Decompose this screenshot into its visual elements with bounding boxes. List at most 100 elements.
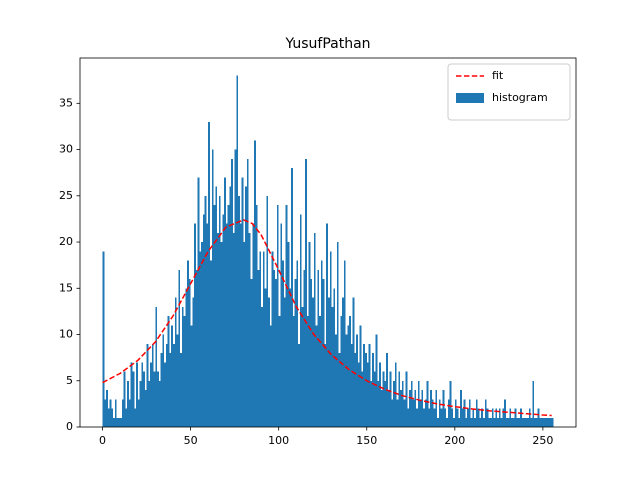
histogram-bar — [393, 380, 395, 427]
histogram-bar — [347, 325, 350, 427]
histogram-bar — [202, 214, 205, 427]
histogram-bar — [264, 288, 267, 427]
histogram-bar — [433, 408, 436, 427]
histogram-bar — [335, 334, 337, 427]
histogram-bar — [185, 288, 188, 427]
histogram-bar — [491, 408, 494, 427]
histogram-bar — [405, 371, 408, 427]
histogram-bar — [377, 380, 380, 427]
histogram-bar — [222, 214, 225, 427]
histogram-bar — [391, 399, 394, 427]
histogram-bar — [104, 399, 107, 427]
histogram-bar — [111, 408, 114, 427]
histogram-bar — [509, 408, 512, 427]
histogram-bar — [366, 362, 369, 427]
histogram-bar — [528, 408, 531, 427]
histogram-bar — [424, 399, 427, 427]
histogram-bar — [380, 390, 383, 427]
histogram-bar — [269, 325, 272, 427]
histogram-bar — [514, 408, 517, 427]
histogram-bar — [299, 214, 302, 427]
histogram-bar — [357, 362, 360, 427]
histogram-bar — [349, 316, 351, 427]
histogram-bar — [454, 399, 457, 427]
histogram-bar — [315, 325, 318, 427]
histogram-bar — [151, 343, 154, 427]
histogram-bar — [254, 140, 256, 427]
histogram-bar — [213, 205, 216, 427]
x-tick-label: 100 — [268, 434, 289, 447]
histogram-bar — [446, 417, 448, 427]
histogram-bar — [150, 362, 152, 427]
histogram-bar — [296, 260, 299, 427]
histogram-bar — [319, 316, 321, 427]
histogram-bar — [109, 399, 112, 427]
histogram-bar — [483, 417, 485, 427]
histogram-bar — [134, 408, 137, 427]
histogram-bar — [460, 390, 462, 427]
histogram-bar — [497, 417, 499, 427]
histogram-bar — [116, 417, 119, 427]
histogram-bar — [502, 408, 505, 427]
histogram-bar — [343, 260, 346, 427]
histogram-bar — [361, 371, 364, 427]
histogram-bar — [451, 408, 454, 427]
histogram-bar — [326, 223, 328, 427]
histogram-bar — [148, 380, 151, 427]
histogram-bar — [442, 390, 445, 427]
histogram-bar — [313, 232, 316, 427]
histogram-bar — [194, 223, 196, 427]
histogram-bar — [255, 205, 258, 427]
histogram-bar — [238, 195, 240, 427]
histogram-bar — [146, 343, 149, 427]
histogram-bar — [435, 390, 438, 427]
histogram-bar — [206, 223, 209, 427]
legend-label: fit — [492, 69, 504, 82]
histogram-bar — [364, 353, 367, 427]
histogram-bar — [183, 316, 186, 427]
histogram-bar — [523, 417, 526, 427]
histogram-bar — [241, 177, 244, 427]
y-tick-label: 15 — [59, 281, 73, 294]
histogram-bar — [530, 417, 533, 427]
histogram-bar — [428, 408, 431, 427]
histogram-bar — [488, 417, 491, 427]
histogram-bar — [336, 242, 339, 427]
histogram-bar — [190, 325, 193, 427]
histogram-bar — [417, 380, 420, 427]
histogram-bar — [512, 417, 515, 427]
histogram-bar — [493, 417, 496, 427]
histogram-bar — [468, 399, 471, 427]
legend-label: histogram — [492, 91, 548, 104]
histogram-bar — [178, 269, 181, 427]
histogram-bar — [438, 399, 441, 427]
histogram-bar — [125, 408, 128, 427]
histogram-bar — [456, 408, 459, 427]
histogram-bar — [498, 408, 501, 427]
histogram-bar — [165, 343, 168, 427]
histogram-bar — [289, 288, 292, 427]
histogram-bar — [195, 269, 198, 427]
histogram-bar — [224, 177, 226, 427]
histogram-bar — [276, 205, 279, 427]
histogram-bar — [229, 186, 232, 427]
histogram-bar — [181, 306, 184, 427]
histogram-bar — [220, 242, 223, 427]
histogram-bar — [458, 417, 461, 427]
histogram-bar — [158, 380, 161, 427]
histogram-bar — [541, 417, 543, 427]
histogram-bar — [157, 371, 159, 427]
histogram-bar — [548, 417, 550, 427]
histogram-bar — [246, 158, 249, 427]
plot-frame — [79, 57, 577, 428]
histogram-bar — [394, 362, 397, 427]
histogram-bar — [320, 260, 323, 427]
histogram-bar — [292, 316, 295, 427]
histogram-bar — [310, 279, 313, 427]
histogram-bar — [187, 260, 189, 427]
chart-title: YusufPathan — [284, 36, 370, 52]
histogram-bar — [245, 186, 247, 427]
histogram-bar — [356, 334, 358, 427]
